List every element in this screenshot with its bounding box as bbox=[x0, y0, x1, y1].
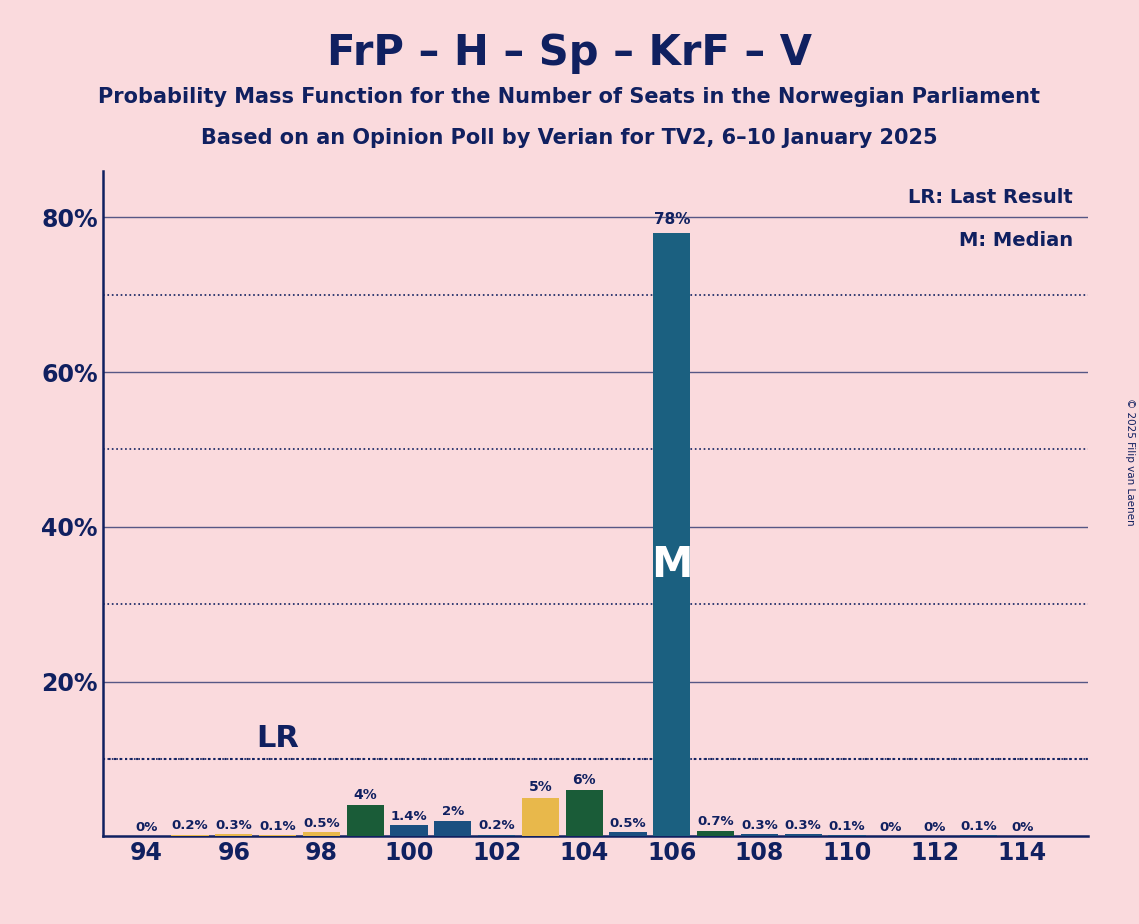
Text: 0.7%: 0.7% bbox=[697, 816, 734, 829]
Text: 0.5%: 0.5% bbox=[609, 817, 646, 830]
Bar bbox=[215, 833, 253, 836]
Text: FrP – H – Sp – KrF – V: FrP – H – Sp – KrF – V bbox=[327, 32, 812, 74]
Text: Probability Mass Function for the Number of Seats in the Norwegian Parliament: Probability Mass Function for the Number… bbox=[98, 87, 1041, 107]
Bar bbox=[566, 790, 603, 836]
Bar bbox=[785, 833, 821, 836]
Text: M: M bbox=[652, 543, 693, 586]
Text: 0.1%: 0.1% bbox=[960, 821, 997, 833]
Text: 0.3%: 0.3% bbox=[785, 819, 821, 832]
Text: 78%: 78% bbox=[654, 212, 690, 226]
Text: M: Median: M: Median bbox=[959, 231, 1073, 249]
Text: 0%: 0% bbox=[924, 821, 945, 833]
Bar bbox=[740, 833, 778, 836]
Text: 0%: 0% bbox=[879, 821, 902, 833]
Text: © 2025 Filip van Laenen: © 2025 Filip van Laenen bbox=[1125, 398, 1134, 526]
Bar bbox=[303, 833, 341, 836]
Text: 0%: 0% bbox=[136, 821, 157, 833]
Text: 2%: 2% bbox=[442, 806, 464, 819]
Bar bbox=[172, 834, 208, 836]
Bar bbox=[697, 831, 735, 836]
Text: 0%: 0% bbox=[1011, 821, 1033, 833]
Text: 4%: 4% bbox=[353, 788, 377, 802]
Text: 0.5%: 0.5% bbox=[303, 817, 339, 830]
Text: 5%: 5% bbox=[528, 781, 552, 795]
Text: 0.3%: 0.3% bbox=[741, 819, 778, 832]
Text: 0.2%: 0.2% bbox=[478, 820, 515, 833]
Bar bbox=[478, 834, 515, 836]
Bar bbox=[346, 806, 384, 836]
Text: LR: Last Result: LR: Last Result bbox=[908, 188, 1073, 207]
Text: Based on an Opinion Poll by Verian for TV2, 6–10 January 2025: Based on an Opinion Poll by Verian for T… bbox=[202, 128, 937, 148]
Text: LR: LR bbox=[256, 723, 298, 753]
Text: 0.3%: 0.3% bbox=[215, 819, 252, 832]
Bar bbox=[653, 233, 690, 836]
Text: 0.1%: 0.1% bbox=[260, 821, 296, 833]
Text: 0.2%: 0.2% bbox=[172, 820, 208, 833]
Bar bbox=[609, 833, 647, 836]
Bar bbox=[391, 825, 427, 836]
Text: 6%: 6% bbox=[573, 772, 596, 786]
Text: 0.1%: 0.1% bbox=[828, 821, 866, 833]
Bar bbox=[434, 821, 472, 836]
Bar bbox=[522, 797, 559, 836]
Text: 1.4%: 1.4% bbox=[391, 810, 427, 823]
